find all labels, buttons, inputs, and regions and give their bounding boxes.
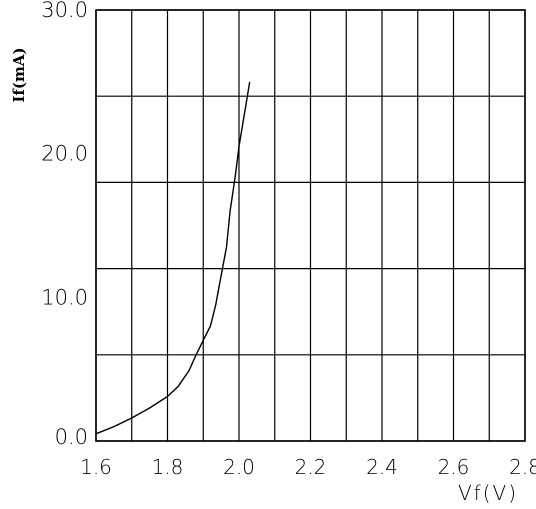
x-tick-label: 2.4 xyxy=(366,455,398,479)
x-tick-label: 2.2 xyxy=(295,455,327,479)
x-tick-label: 2.6 xyxy=(438,455,470,479)
y-tick-label: 10.0 xyxy=(41,285,88,309)
x-axis-title: Vf(V) xyxy=(458,481,518,505)
y-tick-label: 0.0 xyxy=(55,425,88,449)
x-tick-label: 2.8 xyxy=(509,455,536,479)
plot-frame xyxy=(95,9,526,442)
series-line xyxy=(95,81,251,435)
x-tick-label: 1.6 xyxy=(80,455,112,479)
y-tick-labels: 0.0 10.0 20.0 30.0 xyxy=(41,0,88,449)
grid xyxy=(95,9,526,442)
x-tick-label: 2.0 xyxy=(223,455,255,479)
y-tick-label: 20.0 xyxy=(41,142,88,166)
x-tick-labels: 1.6 1.8 2.0 2.2 2.4 2.6 2.8 xyxy=(80,455,536,479)
x-tick-label: 1.8 xyxy=(152,455,184,479)
y-axis-title: If(mA) xyxy=(10,47,28,102)
y-tick-label: 30.0 xyxy=(41,0,88,22)
